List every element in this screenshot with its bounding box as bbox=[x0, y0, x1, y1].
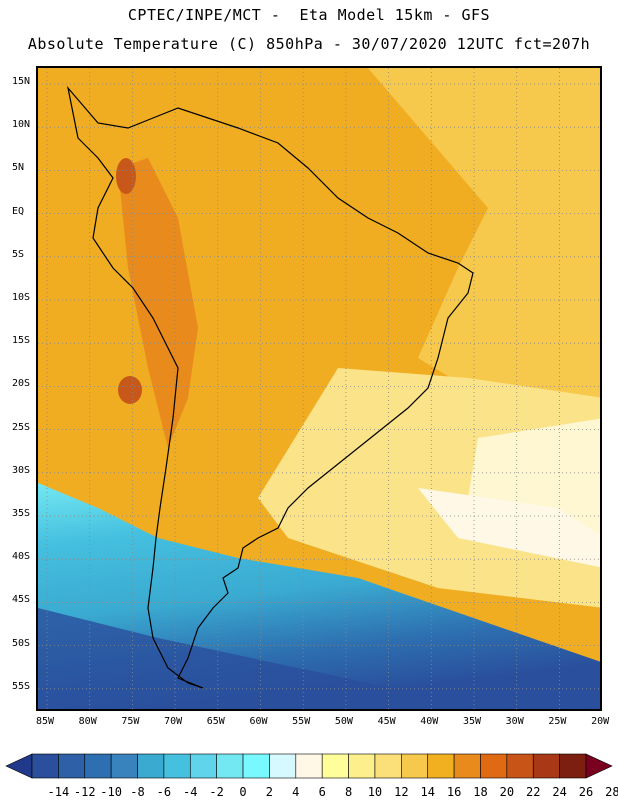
lon-label: 65W bbox=[206, 716, 225, 727]
lat-label: 5S bbox=[12, 248, 25, 260]
title-variable: Absolute Temperature (C) 850hPa - 30/07/… bbox=[27, 35, 591, 53]
lon-label: 40W bbox=[420, 716, 439, 727]
legend-label: -2 bbox=[209, 785, 224, 799]
legend-label: 12 bbox=[394, 785, 409, 799]
legend-swatch bbox=[242, 753, 270, 779]
legend-swatch bbox=[348, 753, 376, 779]
color-legend bbox=[5, 753, 613, 779]
legend-arrow-low bbox=[5, 753, 33, 779]
cold-zone-deep bbox=[38, 608, 600, 709]
lat-label: 10N bbox=[12, 119, 31, 131]
legend-swatch bbox=[453, 753, 481, 779]
lat-label: 25S bbox=[12, 421, 31, 433]
legend-swatch bbox=[506, 753, 534, 779]
lat-label: 55S bbox=[12, 680, 31, 692]
legend-label: 14 bbox=[420, 785, 435, 799]
lon-label: 80W bbox=[78, 716, 97, 727]
hot-spot-colombia bbox=[116, 158, 136, 194]
legend-swatch bbox=[31, 753, 59, 779]
lon-label: 75W bbox=[121, 716, 140, 727]
legend-swatch bbox=[163, 753, 191, 779]
lat-label: 20S bbox=[12, 378, 31, 390]
coastline bbox=[66, 85, 474, 689]
legend-label: -10 bbox=[100, 785, 122, 799]
lon-label: 30W bbox=[505, 716, 524, 727]
legend-label: 20 bbox=[499, 785, 515, 799]
legend-label: 2 bbox=[265, 785, 274, 799]
legend-swatch bbox=[216, 753, 244, 779]
legend-label: -14 bbox=[47, 785, 70, 799]
lat-label: 10S bbox=[12, 292, 31, 303]
map-frame[interactable] bbox=[36, 66, 602, 711]
legend-swatch bbox=[374, 753, 402, 779]
legend-label: -8 bbox=[130, 785, 145, 799]
lat-label: 15S bbox=[12, 335, 31, 347]
legend-label: 28 bbox=[605, 785, 618, 799]
lon-label: 50W bbox=[334, 716, 353, 727]
legend-label: -12 bbox=[73, 785, 96, 799]
temperature-map bbox=[38, 68, 600, 709]
legend-label: 10 bbox=[367, 785, 383, 799]
legend-swatch bbox=[269, 753, 297, 779]
lat-label: EQ bbox=[12, 205, 25, 217]
legend-swatch bbox=[532, 753, 560, 779]
lon-label: 70W bbox=[164, 716, 183, 727]
warm-ocean-zone bbox=[368, 68, 600, 408]
legend-swatch bbox=[480, 753, 508, 779]
legend-label: 22 bbox=[526, 785, 541, 799]
lat-label: 40S bbox=[12, 551, 31, 563]
lon-label: 35W bbox=[462, 716, 482, 727]
lon-label: 55W bbox=[292, 716, 311, 727]
legend-arrow-high bbox=[585, 753, 613, 779]
lat-label: 35S bbox=[12, 508, 31, 519]
hot-zone bbox=[118, 158, 198, 448]
lon-label: 60W bbox=[249, 716, 268, 727]
lat-label: 5N bbox=[12, 162, 25, 174]
lon-label: 85W bbox=[35, 716, 55, 727]
legend-swatch bbox=[110, 753, 138, 779]
legend-swatch bbox=[321, 753, 349, 779]
legend-label: 6 bbox=[318, 785, 326, 799]
legend-swatch bbox=[58, 753, 86, 779]
legend-label: 24 bbox=[552, 785, 567, 799]
pale-zone-2 bbox=[418, 488, 600, 568]
legend-swatch bbox=[559, 753, 587, 779]
hot-spot-pacific bbox=[118, 376, 142, 404]
lat-label: 50S bbox=[12, 637, 31, 649]
legend-label: 16 bbox=[446, 785, 462, 799]
lon-label: 45W bbox=[377, 716, 396, 727]
legend-label: 18 bbox=[473, 785, 488, 799]
legend-swatch bbox=[295, 753, 323, 779]
lat-label: 45S bbox=[12, 594, 31, 606]
legend-swatch bbox=[401, 753, 429, 779]
lat-label: 15N bbox=[12, 76, 31, 87]
lon-label: 25W bbox=[548, 716, 567, 727]
legend-label: 26 bbox=[578, 785, 594, 799]
legend-label: 4 bbox=[292, 785, 300, 799]
title-model: CPTEC/INPE/MCT - Eta Model 15km - GFS bbox=[127, 6, 491, 24]
legend-swatch bbox=[189, 753, 217, 779]
legend-label: 8 bbox=[344, 785, 353, 799]
lon-label: 20W bbox=[591, 716, 610, 727]
legend-label: -6 bbox=[156, 785, 172, 799]
legend-swatch bbox=[427, 753, 455, 779]
legend-label: -4 bbox=[183, 785, 198, 799]
legend-swatch bbox=[137, 753, 165, 779]
legend-swatch bbox=[84, 753, 112, 779]
legend-label: 0 bbox=[239, 785, 247, 799]
lat-label: 30S bbox=[12, 464, 31, 476]
